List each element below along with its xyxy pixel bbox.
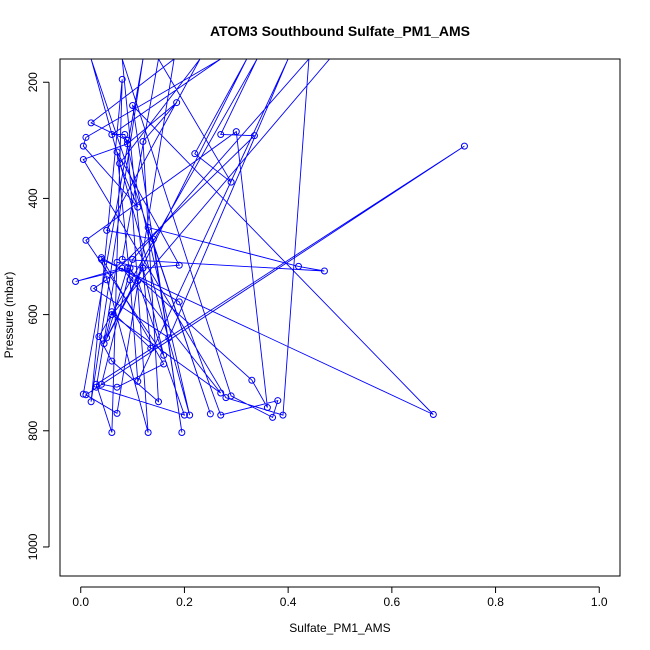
data-point xyxy=(100,340,108,348)
data-point xyxy=(320,267,328,275)
data-point xyxy=(97,254,105,262)
data-point xyxy=(108,311,116,319)
data-point xyxy=(103,226,111,234)
data-point xyxy=(134,277,142,285)
data-point xyxy=(108,357,116,365)
data-point xyxy=(82,236,90,244)
data-point xyxy=(139,264,147,272)
data-point xyxy=(90,284,98,292)
data-point xyxy=(178,429,186,437)
data-point xyxy=(269,413,277,421)
x-tick-label: 0.0 xyxy=(72,595,89,609)
data-point xyxy=(123,264,131,272)
y-tick-label: 800 xyxy=(26,420,40,440)
data-point xyxy=(108,308,116,316)
data-point xyxy=(121,131,129,139)
y-tick-label: 400 xyxy=(26,188,40,208)
data-point xyxy=(72,277,80,285)
data-point xyxy=(126,276,134,284)
x-tick-label: 1.0 xyxy=(591,595,608,609)
x-tick-label: 0.2 xyxy=(176,595,193,609)
data-point xyxy=(79,142,87,150)
chart-title: ATOM3 Southbound Sulfate_PM1_AMS xyxy=(210,23,470,39)
data-point xyxy=(217,411,225,419)
data-point xyxy=(160,360,168,368)
data-point xyxy=(175,261,183,269)
data-point xyxy=(227,178,235,186)
data-point xyxy=(126,264,134,272)
data-point xyxy=(147,344,155,352)
data-point xyxy=(144,223,152,231)
data-point xyxy=(129,255,137,263)
x-axis: 0.0 0.2 0.4 0.6 0.8 1.0 xyxy=(72,586,608,609)
data-point xyxy=(279,411,287,419)
data-point xyxy=(139,137,147,145)
data-point xyxy=(175,298,183,306)
data-point xyxy=(113,383,121,391)
data-point xyxy=(118,255,126,263)
data-point xyxy=(97,380,105,388)
data-point xyxy=(274,397,282,405)
y-axis-label: Pressure (mbar) xyxy=(2,272,16,359)
data-point xyxy=(95,333,103,341)
data-point xyxy=(103,334,111,342)
y-tick-label: 1000 xyxy=(26,533,40,560)
data-point xyxy=(113,148,121,156)
y-tick-label: 200 xyxy=(26,72,40,92)
data-point xyxy=(144,429,152,437)
series-group xyxy=(75,59,465,433)
data-point xyxy=(116,160,124,168)
data-point xyxy=(206,410,214,418)
data-point xyxy=(92,380,100,388)
data-point xyxy=(134,203,142,211)
marker-group xyxy=(72,75,468,437)
data-point xyxy=(149,235,157,243)
x-tick-label: 0.4 xyxy=(280,595,297,609)
data-point xyxy=(79,155,87,163)
data-point xyxy=(113,258,121,266)
data-point xyxy=(227,392,235,400)
data-point xyxy=(82,133,90,141)
plot-frame xyxy=(59,58,621,577)
data-point xyxy=(129,101,137,109)
data-point xyxy=(134,377,142,385)
data-point xyxy=(92,383,100,391)
data-point xyxy=(173,99,181,107)
data-point xyxy=(250,132,258,140)
data-point xyxy=(108,131,116,139)
data-point xyxy=(263,404,271,412)
data-point xyxy=(82,391,90,399)
data-point xyxy=(429,411,437,419)
data-point xyxy=(295,262,303,270)
data-point xyxy=(217,131,225,139)
data-point xyxy=(165,334,173,342)
data-point xyxy=(108,429,116,437)
data-point xyxy=(232,128,240,136)
data-point xyxy=(113,409,121,417)
data-point xyxy=(118,75,126,83)
data-point xyxy=(460,142,468,150)
data-point xyxy=(160,351,168,359)
data-point xyxy=(155,398,163,406)
x-tick-label: 0.8 xyxy=(487,595,504,609)
data-point xyxy=(248,376,256,384)
data-point xyxy=(118,264,126,272)
data-point xyxy=(123,140,131,148)
data-point xyxy=(123,136,131,144)
data-point xyxy=(87,398,95,406)
x-tick-label: 0.6 xyxy=(384,595,401,609)
series-line xyxy=(75,59,465,433)
data-point xyxy=(191,150,199,158)
data-point xyxy=(180,411,188,419)
data-point xyxy=(186,411,194,419)
data-point xyxy=(217,389,225,397)
data-point xyxy=(87,119,95,127)
x-axis-label: Sulfate_PM1_AMS xyxy=(289,621,390,635)
data-point xyxy=(79,390,87,398)
data-point xyxy=(103,276,111,284)
y-tick-label: 600 xyxy=(26,304,40,324)
y-axis: 200 400 600 800 1000 xyxy=(26,72,50,560)
